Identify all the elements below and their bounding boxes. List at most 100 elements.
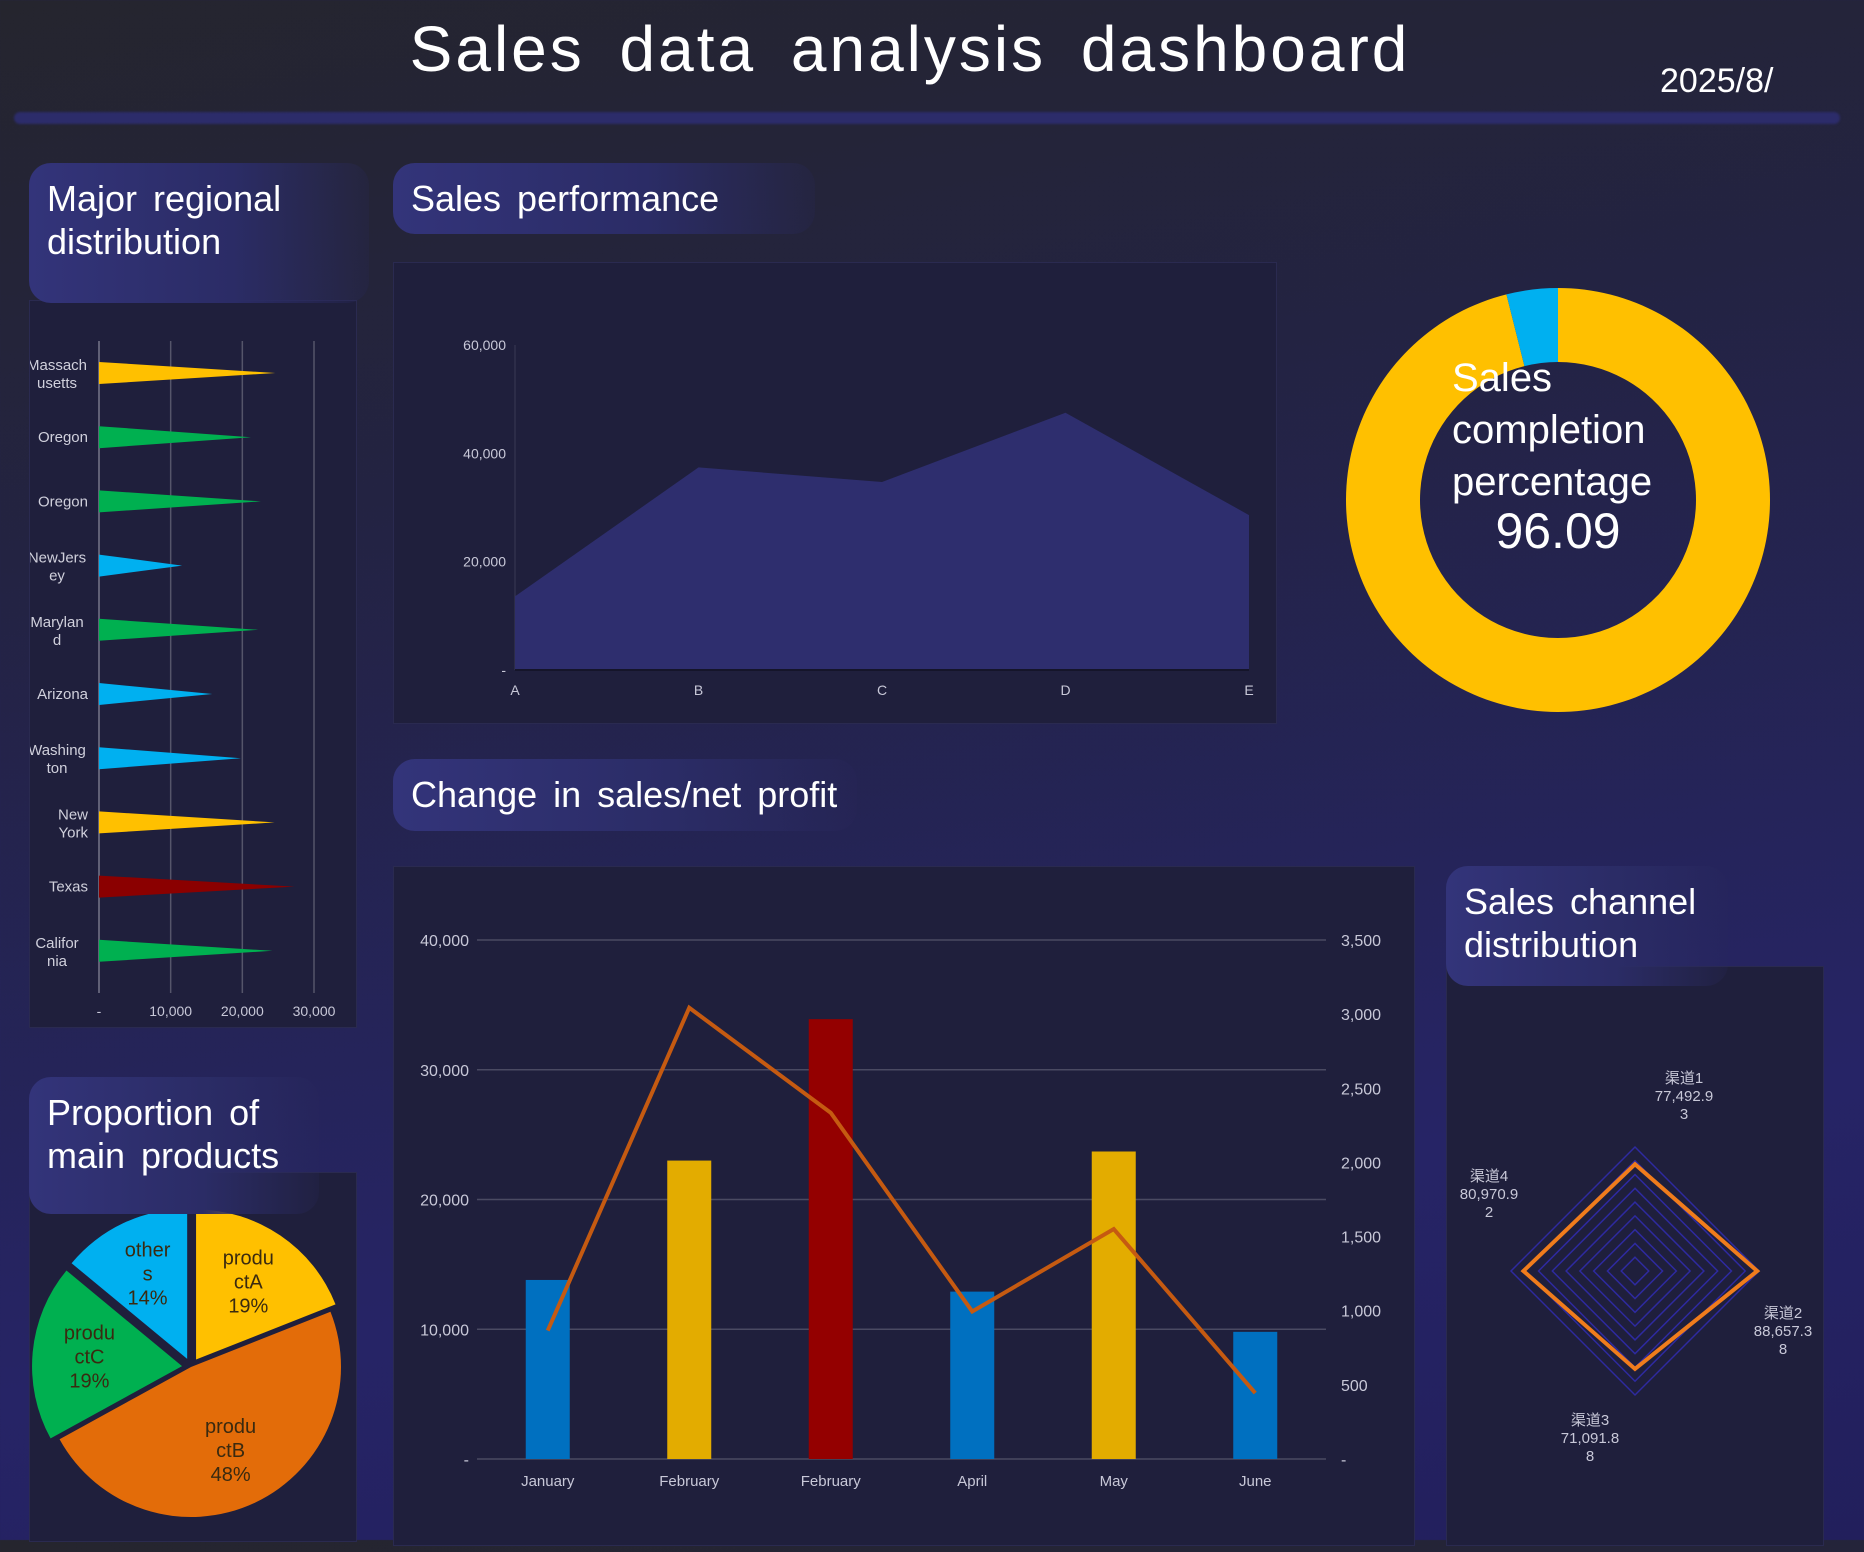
completed-segment xyxy=(1346,288,1770,712)
channel-name: 渠道3 xyxy=(1570,1412,1610,1429)
products-chart-panel: produ ctA 19% produ ctB 48% produ ctC 19% other s 1… xyxy=(29,1172,357,1542)
right-tick-label: - xyxy=(1341,1452,1346,1469)
regional-chart-panel: - 10,000 20,000 30,000 Massach usetts Oregon Or… xyxy=(27,300,357,1028)
channel-value: 71,091.88 xyxy=(1560,1430,1620,1465)
report-date: 2025/8/ xyxy=(1660,62,1774,100)
pie-slice xyxy=(32,1270,183,1439)
pie-label: 19% xyxy=(69,1370,109,1392)
region-label: d xyxy=(53,632,61,649)
sales-bar xyxy=(950,1291,995,1459)
region-label: Oregon xyxy=(38,493,88,510)
region-label: Massach xyxy=(30,357,87,374)
region-bar xyxy=(99,939,273,962)
header-divider xyxy=(14,112,1840,124)
radar-grid-ring xyxy=(1592,1228,1678,1314)
channel-name: 渠道2 xyxy=(1763,1305,1803,1322)
products-pie-chart: productA19%productB48%productC19%others1… xyxy=(32,1208,342,1517)
pie-label: ctA xyxy=(234,1272,264,1294)
region-bar xyxy=(99,875,295,898)
profit-line xyxy=(545,1004,1257,1395)
completion-value: 96.09 xyxy=(1495,503,1621,559)
x-tick-label: June xyxy=(1239,1473,1272,1490)
remaining-segment xyxy=(1506,288,1558,367)
region-label: ton xyxy=(47,760,68,777)
x-tick-label: April xyxy=(957,1473,987,1490)
region-bar xyxy=(99,811,275,834)
right-tick-label: 1,000 xyxy=(1341,1304,1381,1321)
region-bar xyxy=(99,490,261,513)
channel-title: Sales channel distribution xyxy=(1446,866,1728,986)
left-tick-label: 40,000 xyxy=(420,933,469,950)
x-tick-label: B xyxy=(694,682,703,698)
pie-slice xyxy=(59,1311,342,1517)
regional-title: Major regional distribution xyxy=(29,163,369,303)
region-bar xyxy=(99,683,213,705)
channel-chart-panel xyxy=(1446,966,1824,1546)
change-chart-panel: - 10,000 20,000 30,000 40,000 - 500 1,000 1,500 2… xyxy=(393,866,1415,1546)
radar-axis-label: 渠道3 71,091.88 xyxy=(1545,1412,1635,1466)
pie-slice xyxy=(71,1208,188,1359)
right-tick-label: 2,000 xyxy=(1341,1155,1381,1172)
right-tick-label: 2,500 xyxy=(1341,1081,1381,1098)
region-label: Oregon xyxy=(38,429,88,446)
x-tick-label: 30,000 xyxy=(293,1003,336,1019)
region-label: NewJers xyxy=(30,550,86,567)
region-label: ey xyxy=(49,568,65,585)
completion-donut-chart xyxy=(1346,288,1770,712)
region-label: Marylan xyxy=(30,614,83,631)
channel-value: 77,492.93 xyxy=(1654,1088,1714,1123)
left-tick-label: 20,000 xyxy=(420,1193,469,1210)
x-tick-label: D xyxy=(1060,682,1070,698)
radar-grid-ring xyxy=(1565,1201,1705,1341)
region-bar xyxy=(99,426,251,449)
area-series xyxy=(515,412,1249,670)
right-tick-label: 3,000 xyxy=(1341,1007,1381,1024)
radar-axis-label: 渠道1 77,492.93 xyxy=(1639,1070,1729,1124)
x-tick-label: A xyxy=(510,682,520,698)
region-label: New xyxy=(58,806,88,823)
sales-profit-combo-chart: - 10,000 20,000 30,000 40,000 - 500 1,000 1,500 2… xyxy=(420,933,1381,1490)
region-bar xyxy=(99,747,241,770)
pie-label: 19% xyxy=(228,1296,268,1318)
channel-radar-chart xyxy=(1509,1145,1761,1397)
radar-grid-ring xyxy=(1551,1187,1719,1355)
sales-bar xyxy=(808,1019,853,1459)
region-label: York xyxy=(59,824,89,841)
right-tick-label: 1,500 xyxy=(1341,1230,1381,1247)
dashboard-title: Sales data analysis dashboard xyxy=(409,13,1411,85)
performance-chart-panel: - 20,000 40,000 60,000 A B C D E xyxy=(393,262,1277,724)
pie-label: 48% xyxy=(211,1464,251,1486)
channel-name: 渠道1 xyxy=(1664,1070,1704,1087)
region-bar xyxy=(99,554,183,577)
pie-label: s xyxy=(143,1264,153,1286)
performance-area-chart: - 20,000 40,000 60,000 A B C D E xyxy=(463,337,1254,698)
completion-label: Sales completion percentage xyxy=(1452,356,1653,504)
region-label: Arizona xyxy=(37,686,89,703)
x-tick-label: E xyxy=(1244,682,1253,698)
sales-bar xyxy=(1233,1331,1278,1459)
radar-axis-label: 渠道2 88,657.38 xyxy=(1738,1305,1828,1359)
y-tick-label: - xyxy=(501,662,506,678)
pie-label: produ xyxy=(205,1416,256,1438)
channel-value: 88,657.38 xyxy=(1753,1323,1813,1358)
radar-grid-ring xyxy=(1620,1256,1650,1286)
channel-value: 80,970.92 xyxy=(1459,1186,1519,1221)
x-tick-label: C xyxy=(877,682,887,698)
pie-slice xyxy=(196,1209,336,1360)
region-label: usetts xyxy=(37,375,77,392)
region-label: Washing xyxy=(30,742,86,759)
y-tick-label: 20,000 xyxy=(463,554,506,570)
channel-name: 渠道4 xyxy=(1469,1168,1509,1185)
sales-bar xyxy=(525,1279,570,1459)
sales-bar xyxy=(1091,1151,1136,1459)
x-tick-label: May xyxy=(1100,1473,1129,1490)
pie-label: produ xyxy=(64,1322,115,1344)
x-tick-label: - xyxy=(97,1003,102,1019)
pie-label: produ xyxy=(223,1248,274,1270)
left-tick-label: 30,000 xyxy=(420,1063,469,1080)
left-tick-label: - xyxy=(464,1452,469,1469)
pie-label: ctB xyxy=(216,1440,245,1462)
radar-axis-label: 渠道4 80,970.92 xyxy=(1444,1168,1534,1222)
y-tick-label: 60,000 xyxy=(463,337,506,353)
